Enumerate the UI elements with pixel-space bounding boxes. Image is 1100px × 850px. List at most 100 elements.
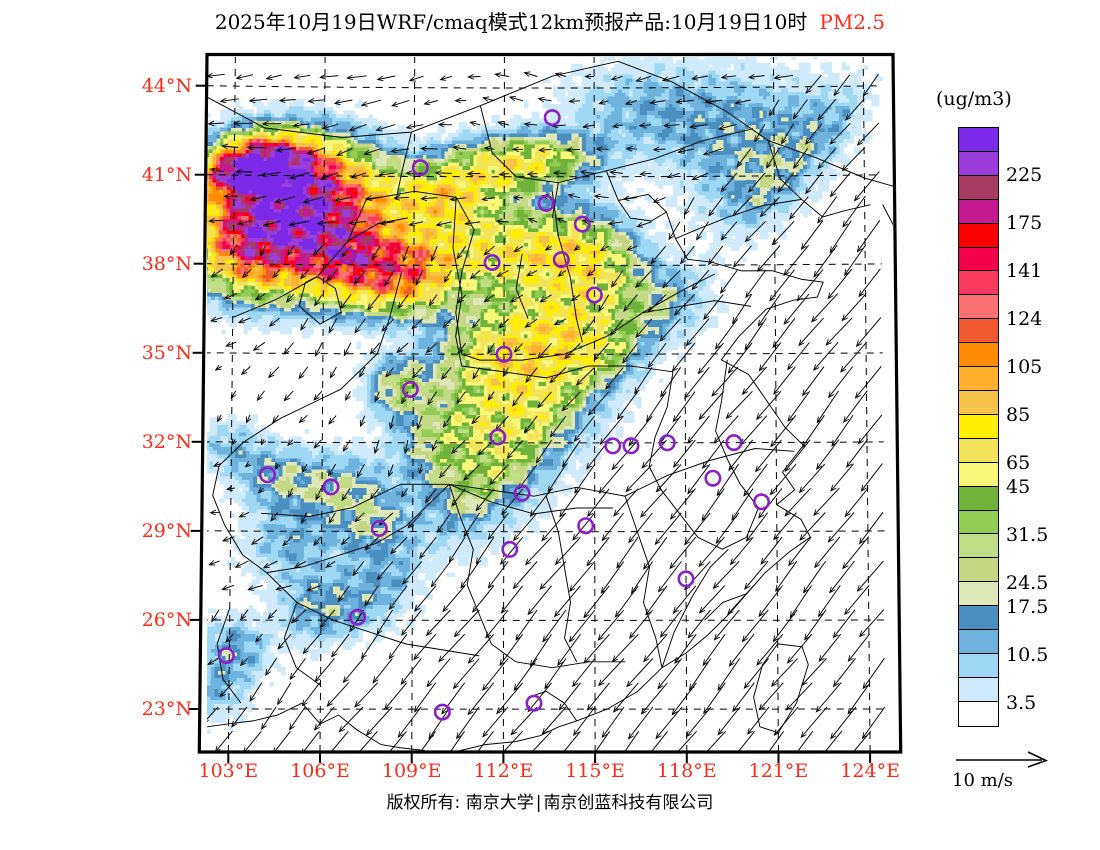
wind-arrow (302, 731, 320, 752)
wind-arrow (237, 74, 254, 79)
colorbar[interactable] (958, 127, 999, 727)
wind-arrow (759, 293, 781, 326)
wind-arrow (321, 172, 338, 179)
wind-arrow (718, 658, 741, 689)
colorbar-band-4 (959, 223, 998, 248)
wind-arrow (386, 366, 395, 376)
wind-arrow (828, 268, 853, 298)
wind-arrow (527, 270, 538, 276)
wind-arrow (515, 245, 524, 251)
wind-arrow (745, 560, 769, 588)
wind-arrow (757, 633, 784, 665)
wind-arrow (405, 440, 408, 452)
lat-tick-38: 38°N (141, 252, 192, 275)
wind-arrow (729, 342, 753, 373)
wind-arrow (428, 391, 438, 404)
wind-arrow (289, 488, 292, 496)
wind-arrow (722, 76, 737, 78)
wind-arrow (644, 633, 668, 661)
wind-arrow (458, 294, 467, 303)
wind-arrow (309, 100, 325, 102)
wind-arrow (699, 342, 724, 373)
wind-arrow (273, 731, 291, 752)
wind-arrow (642, 439, 667, 467)
wind-arrow (514, 561, 538, 589)
wind-arrow (612, 76, 623, 79)
map-boundary-30 (298, 276, 342, 325)
wind-arrow (410, 75, 424, 80)
station-marker-3 (573, 215, 591, 233)
wind-arrow (577, 367, 595, 385)
wind-arrow (756, 439, 782, 471)
wind-arrow (668, 172, 680, 177)
footer-company: 南京创蓝科技有限公司 (543, 793, 714, 813)
wind-arrow (758, 245, 781, 271)
wind-arrow (526, 367, 538, 382)
wind-arrow (570, 609, 596, 641)
map-boundary-35 (551, 182, 559, 219)
graticule-lat-41 (207, 174, 881, 178)
wind-arrow (611, 318, 624, 335)
wind-arrow (442, 367, 452, 378)
wind-arrow (223, 536, 235, 541)
wind-arrow (247, 414, 250, 422)
wind-arrow (727, 390, 753, 418)
wind-arrow (788, 390, 811, 421)
wind-arrow (584, 125, 595, 127)
wind-arrow (761, 536, 783, 564)
wind-arrow (249, 584, 263, 589)
title-species-label: PM2.5 (819, 10, 886, 34)
wind-arrow (316, 342, 323, 356)
wind-arrow (627, 658, 654, 687)
wind-arrow (397, 342, 409, 352)
wind-arrow (402, 391, 409, 403)
wind-arrow (651, 101, 666, 104)
wind-arrow (864, 74, 879, 95)
wind-arrow (377, 609, 394, 634)
wind-arrow (555, 585, 581, 616)
wind-arrow-icon (956, 751, 1049, 768)
station-marker-14 (704, 469, 722, 487)
wind-arrow (415, 585, 437, 611)
wind-arrow (385, 269, 395, 285)
wind-arrow (788, 633, 813, 662)
wind-arrow (398, 294, 409, 308)
map-boundary-29 (642, 300, 752, 314)
colorbar-tick-105: 105 (1006, 356, 1043, 378)
map-boundary-22 (648, 371, 699, 538)
wind-arrow (624, 294, 638, 311)
wind-arrow (830, 220, 852, 252)
wind-arrow (508, 439, 524, 458)
wind-arrow (329, 415, 337, 424)
wind-arrow (314, 245, 324, 256)
wind-arrow (588, 488, 610, 516)
wind-arrow (410, 222, 424, 225)
wind-arrow (773, 317, 796, 347)
wind-arrow (303, 463, 308, 472)
wind-arrow (412, 318, 423, 329)
wind-arrow (236, 560, 249, 567)
wind-arrow (690, 125, 709, 128)
wind-arrow (519, 464, 538, 489)
wind-arrow (627, 149, 637, 150)
wind-arrow (563, 391, 581, 411)
wind-arrow (226, 633, 234, 642)
wind-arrow (685, 512, 711, 544)
plot-frame (197, 52, 903, 754)
wind-arrow (516, 609, 538, 640)
wind-arrow (362, 99, 382, 105)
wind-arrow (734, 245, 752, 267)
wind-arrow (746, 220, 766, 241)
wind-arrow (485, 294, 495, 302)
colorbar-band-9 (959, 343, 998, 368)
colorbar-band-2 (959, 175, 998, 200)
wind-arrow (538, 342, 552, 358)
wind-arrow (454, 147, 467, 149)
colorbar-band-23 (959, 677, 998, 702)
wind-arrow (573, 512, 596, 540)
wind-arrow (844, 390, 868, 422)
station-marker-24 (525, 694, 543, 712)
wind-arrow (663, 75, 680, 80)
wind-arrow (715, 609, 740, 640)
